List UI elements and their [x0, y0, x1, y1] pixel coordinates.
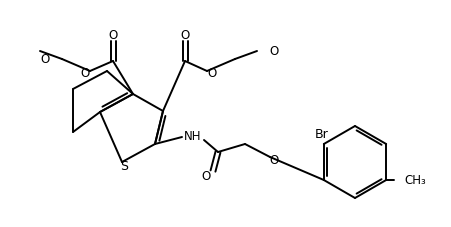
Text: O: O [41, 52, 50, 65]
Text: O: O [202, 170, 211, 183]
Text: O: O [80, 66, 90, 79]
Text: NH: NH [184, 130, 202, 143]
Text: S: S [120, 159, 128, 172]
Text: Br: Br [315, 128, 329, 141]
Text: O: O [108, 28, 118, 41]
Text: CH₃: CH₃ [404, 174, 426, 187]
Text: O: O [269, 153, 279, 166]
Text: O: O [207, 66, 216, 79]
Text: O: O [269, 44, 278, 57]
Text: O: O [180, 28, 189, 41]
